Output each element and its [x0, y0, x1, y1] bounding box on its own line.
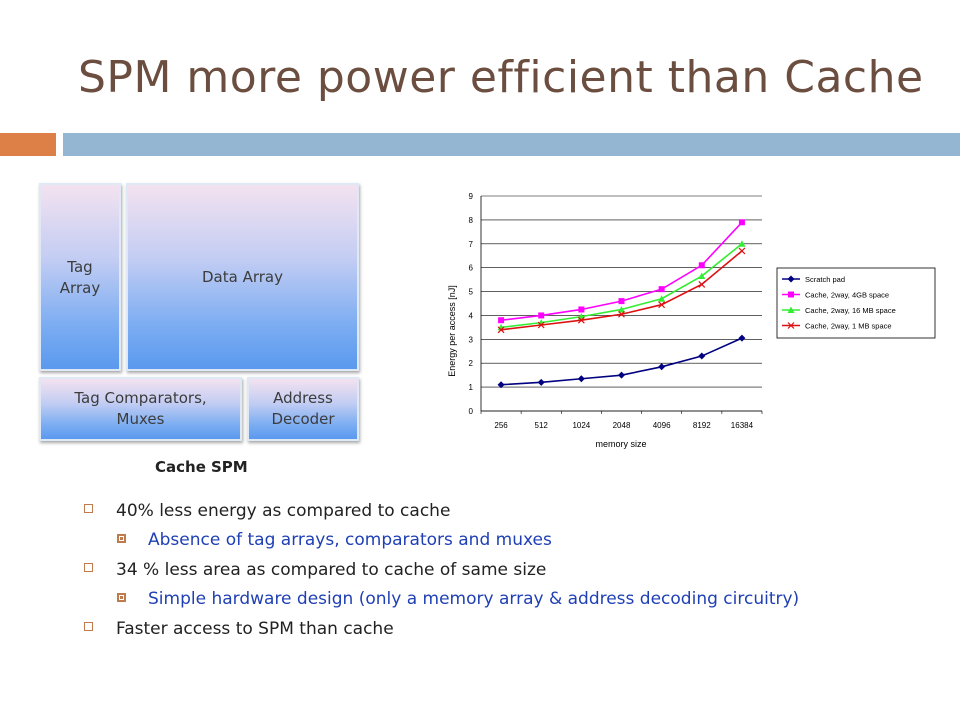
- filled-square-bullet-icon: [117, 534, 126, 543]
- y-tick-label: 2: [469, 359, 474, 368]
- title-band-accent: [0, 133, 56, 156]
- data-point: [618, 305, 625, 313]
- sub-bullet-item: Absence of tag arrays, comparators and m…: [84, 529, 944, 551]
- square-bullet-icon: [84, 622, 93, 631]
- data-point: [658, 286, 665, 293]
- y-tick-label: 9: [469, 192, 474, 201]
- x-tick-label: 16384: [731, 421, 754, 430]
- data-point: [698, 280, 706, 288]
- square-bullet-icon: [84, 504, 93, 513]
- legend-label: Scratch pad: [805, 275, 845, 284]
- legend-marker: [787, 275, 795, 283]
- data-point: [738, 334, 746, 342]
- data-array-block: Data Array: [126, 183, 359, 371]
- series-1: [498, 219, 745, 324]
- cache-label: Cache: [155, 458, 206, 476]
- y-tick-label: 6: [469, 264, 474, 273]
- y-tick-label: 4: [469, 311, 474, 320]
- y-tick-label: 8: [469, 216, 474, 225]
- x-tick-label: 1024: [572, 421, 590, 430]
- legend-marker: [787, 322, 795, 329]
- tag-array-block: Tag Array: [39, 183, 121, 371]
- data-point: [658, 295, 666, 302]
- data-point: [537, 378, 545, 386]
- x-axis-title: memory size: [595, 439, 646, 449]
- chart-series: [497, 219, 746, 389]
- y-axis-title: Energy per access [nJ]: [447, 285, 457, 377]
- data-point: [577, 375, 585, 383]
- bullet-item: Faster access to SPM than cache: [84, 618, 944, 640]
- bullet-item: 40% less energy as compared to cache: [84, 500, 944, 522]
- x-tick-label: 2048: [613, 421, 631, 430]
- y-tick-label: 1: [469, 383, 474, 392]
- tag-comparators-line1: Tag Comparators,: [74, 389, 207, 407]
- y-tick-label: 0: [469, 407, 474, 416]
- data-point: [577, 316, 585, 324]
- bullet-list: 40% less energy as compared to cache Abs…: [84, 500, 944, 647]
- data-point: [498, 317, 505, 324]
- sub-bullet-text: Absence of tag arrays, comparators and m…: [148, 530, 552, 550]
- tag-array-line1: Tag: [67, 258, 93, 276]
- tag-comparators-block: Tag Comparators, Muxes: [39, 377, 242, 441]
- tag-array-line2: Array: [59, 279, 101, 297]
- bullet-text: Faster access to SPM than cache: [116, 619, 394, 639]
- bullet-text: 34 % less area as compared to cache of s…: [116, 560, 547, 580]
- y-tick-label: 3: [469, 335, 474, 344]
- legend-marker: [788, 291, 794, 298]
- data-point: [618, 371, 625, 379]
- legend-box: [776, 267, 936, 339]
- sub-bullet-item: Simple hardware design (only a memory ar…: [84, 588, 944, 610]
- series-0: [497, 334, 746, 389]
- filled-square-bullet-icon: [117, 593, 126, 602]
- series-2: [497, 240, 746, 331]
- data-point: [738, 240, 746, 247]
- data-point: [578, 306, 585, 313]
- series-3: [497, 247, 746, 334]
- data-point: [538, 312, 545, 319]
- chart-axes: 0 1 2 3 4 5 6 7 8 9 256 512 1024 2048 4096 8192 16384: [469, 192, 763, 430]
- data-point: [497, 326, 505, 334]
- square-bullet-icon: [84, 563, 93, 572]
- data-point: [738, 247, 746, 255]
- y-tick-label: 7: [469, 240, 474, 249]
- x-tick-label: 512: [535, 421, 549, 430]
- x-tick-label: 256: [494, 421, 508, 430]
- address-decoder-block: Address Decoder: [247, 377, 359, 441]
- chart-legend: Scratch pad Cache, 2way, 4GB space Cache, …: [776, 267, 936, 339]
- bullet-text: 40% less energy as compared to cache: [116, 501, 451, 521]
- data-point: [537, 321, 545, 329]
- tag-comparators-line2: Muxes: [116, 410, 165, 428]
- legend-label: Cache, 2way, 1 MB space: [805, 322, 892, 331]
- legend-marker: [787, 306, 795, 313]
- data-point: [658, 301, 666, 309]
- bullet-item: 34 % less area as compared to cache of s…: [84, 559, 944, 581]
- data-point: [738, 219, 745, 226]
- legend-label: Cache, 2way, 16 MB space: [805, 306, 896, 315]
- x-tick-label: 8192: [693, 421, 711, 430]
- data-point: [497, 381, 505, 389]
- data-point: [698, 352, 706, 360]
- title-band: [63, 133, 960, 156]
- legend-label: Cache, 2way, 4GB space: [805, 291, 889, 300]
- address-decoder-line2: Decoder: [271, 410, 335, 428]
- data-point: [618, 310, 625, 318]
- slide-title: SPM more power efficient than Cache: [78, 52, 924, 103]
- y-tick-label: 5: [469, 288, 474, 297]
- sub-bullet-text: Simple hardware design (only a memory ar…: [148, 589, 800, 609]
- data-point: [658, 363, 666, 371]
- data-point: [698, 262, 705, 269]
- data-point: [618, 298, 625, 305]
- x-tick-label: 4096: [653, 421, 671, 430]
- address-decoder-line1: Address: [273, 389, 333, 407]
- data-array-label: Data Array: [202, 268, 283, 286]
- data-point: [698, 272, 706, 280]
- spm-label: SPM: [211, 458, 248, 476]
